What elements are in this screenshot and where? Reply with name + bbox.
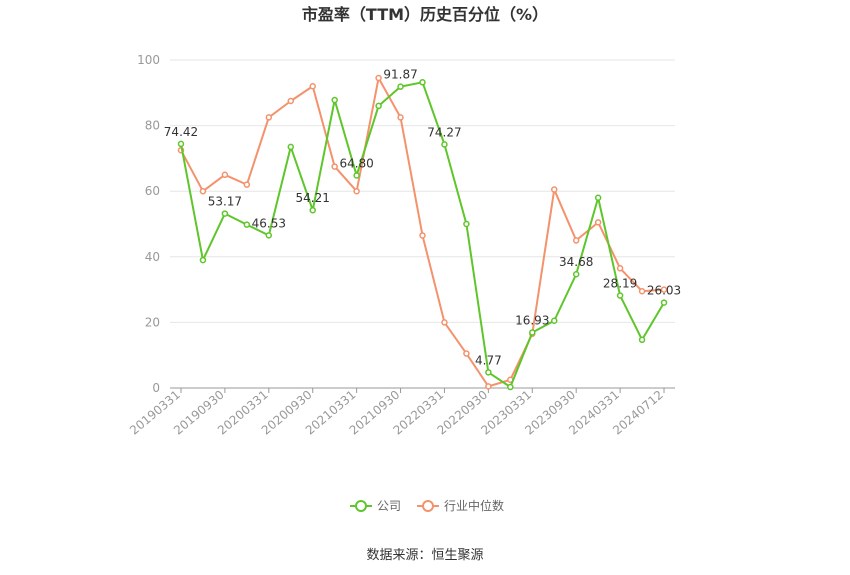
data-point	[265, 114, 273, 121]
data-point	[331, 163, 338, 170]
data-point	[550, 317, 558, 325]
data-point	[638, 287, 646, 295]
data-point	[375, 74, 382, 82]
data-point	[375, 102, 382, 110]
data-point	[485, 369, 492, 376]
data-point	[660, 286, 668, 293]
y-tick-label: 40	[145, 250, 160, 264]
data-label: 34.68	[559, 255, 593, 269]
data-point	[419, 79, 426, 86]
data-point	[463, 220, 470, 228]
legend-marker	[422, 500, 434, 512]
source-note: 数据来源：恒生聚源	[366, 548, 483, 563]
data-point	[638, 336, 646, 344]
data-point	[243, 181, 251, 188]
data-point	[507, 383, 514, 391]
data-label: 53.17	[208, 195, 242, 209]
data-point	[594, 219, 602, 226]
data-point	[221, 210, 229, 217]
data-point	[243, 221, 251, 228]
y-tick-label: 20	[145, 315, 160, 329]
data-point	[485, 383, 492, 390]
data-point	[529, 329, 536, 336]
data-point	[221, 171, 229, 179]
data-point	[397, 114, 404, 121]
data-label: 54.21	[296, 191, 330, 205]
data-label: 46.53	[252, 216, 286, 230]
data-label: 26.03	[647, 284, 681, 298]
data-point	[177, 140, 185, 148]
chart-title: 市盈率（TTM）历史百分位（%）	[302, 5, 548, 24]
series-line	[180, 77, 665, 388]
data-point	[572, 270, 580, 278]
legend-marker	[355, 500, 367, 512]
data-point	[353, 172, 360, 179]
data-point	[419, 232, 426, 239]
data-point	[660, 299, 668, 306]
series-layer	[177, 74, 668, 391]
x-axis: 2019033120190930202003312020093020210331…	[127, 387, 675, 438]
data-labels: 74.42 53.17 46.53 54.21 64.80 91.87 74.27 4.77 1…	[164, 68, 681, 368]
data-point	[616, 292, 624, 299]
data-point	[397, 83, 404, 90]
legend-label: 行业中位数	[444, 498, 504, 513]
data-point	[463, 350, 470, 357]
data-point	[550, 186, 558, 193]
data-point	[309, 82, 316, 90]
data-point	[265, 232, 273, 239]
data-point	[441, 141, 448, 148]
data-label: 74.27	[427, 125, 461, 139]
grid	[170, 59, 675, 323]
y-axis: 0 20 40 60 80 100	[137, 53, 160, 395]
data-point	[331, 96, 338, 104]
data-point	[353, 187, 360, 195]
legend[interactable]: 公司 行业中位数	[350, 498, 504, 513]
data-label: 91.87	[383, 68, 417, 82]
data-label: 4.77	[475, 353, 502, 367]
data-point	[287, 143, 295, 151]
data-point	[199, 187, 207, 195]
data-point	[616, 265, 624, 272]
data-point	[287, 97, 295, 105]
data-point	[594, 194, 602, 202]
data-label: 74.42	[164, 125, 198, 139]
data-point	[441, 319, 448, 326]
data-label: 16.93	[515, 313, 549, 327]
y-tick-label: 0	[152, 381, 160, 395]
data-point	[309, 206, 316, 214]
legend-label: 公司	[377, 499, 401, 513]
y-tick-label: 80	[145, 119, 160, 133]
data-label: 28.19	[603, 277, 637, 291]
data-label: 64.80	[339, 156, 373, 170]
data-point	[199, 256, 207, 264]
y-tick-label: 60	[145, 184, 160, 198]
y-tick-label: 100	[137, 53, 160, 67]
data-point	[572, 237, 580, 244]
